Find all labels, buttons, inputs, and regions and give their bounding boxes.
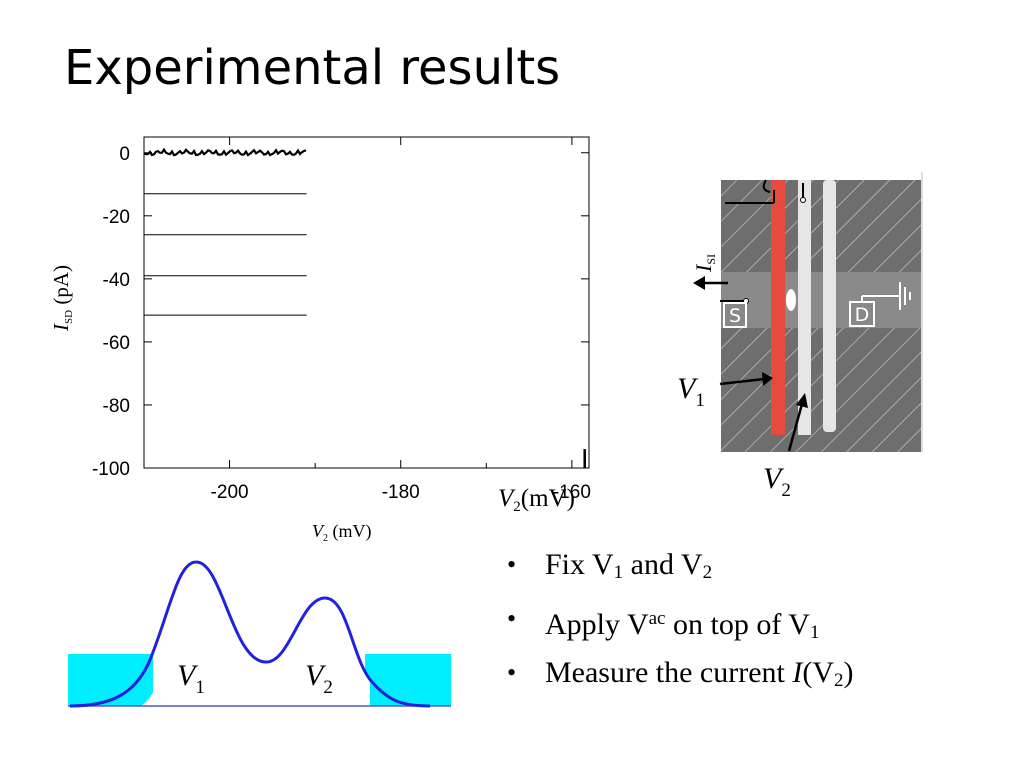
y-axis-label: ISD (pA) xyxy=(49,265,75,332)
y-tick-label: -60 xyxy=(103,333,130,354)
electron-fill-left xyxy=(68,654,153,706)
bullet-list: Fix V1 and V2 Apply Vac on top of V1 Mea… xyxy=(505,538,854,700)
y-tick-label: -40 xyxy=(103,270,130,291)
source-label: S xyxy=(729,305,741,327)
x-tick-label: -160 xyxy=(553,482,591,503)
drain-contact xyxy=(849,301,875,327)
x-tick-label: -180 xyxy=(382,482,420,503)
quantum-dot xyxy=(786,289,796,311)
potential-white-mask xyxy=(140,561,370,706)
gate-3-electrode xyxy=(823,180,836,432)
potential-diagram: V1 V2 xyxy=(68,560,451,708)
barrier-2-label: V2 xyxy=(305,659,333,698)
bullet-fix-voltages: Fix V1 and V2 xyxy=(505,538,854,592)
y-tick-label: -20 xyxy=(103,207,130,228)
current-label: ISI xyxy=(691,254,718,273)
conduction-channel xyxy=(721,272,921,328)
y-tick-label: 0 xyxy=(119,144,130,165)
slide-title: Experimental results xyxy=(64,40,561,96)
device-micrograph: S D ISI V1 V2 xyxy=(677,172,923,501)
current-chart: 0 -20 -40 -60 -80 -100 -200 -180 -160 ISD (pA) V… xyxy=(49,136,591,544)
potential-curve xyxy=(69,560,431,708)
bullet-measure-current: Measure the current I(V2) xyxy=(505,646,854,700)
drain-label: D xyxy=(855,304,870,326)
plot-frame xyxy=(143,136,590,469)
barrier-1-label: V1 xyxy=(177,659,205,698)
ground-symbol xyxy=(861,282,911,310)
y-tick-label: -80 xyxy=(103,396,130,417)
x-tick-label: -200 xyxy=(211,482,249,503)
y-tick-label: -100 xyxy=(92,459,130,480)
electron-fill-right xyxy=(365,654,451,706)
gate-2-label: V2 xyxy=(763,462,791,501)
chart-ticks: 0 -20 -40 -60 -80 -100 -200 -180 -160 xyxy=(92,137,591,503)
source-contact xyxy=(723,302,747,328)
x-axis-label: V2 (mV) xyxy=(312,521,372,544)
gate-1-electrode xyxy=(771,180,785,435)
gate-2-electrode xyxy=(798,180,811,435)
series-line-noise xyxy=(143,147,307,157)
gate-1-label: V1 xyxy=(677,372,705,411)
chart-series xyxy=(143,147,586,468)
bullet-apply-ac: Apply Vac on top of V1 xyxy=(505,592,854,646)
x-axis-overlay-label: V2(mV) xyxy=(498,485,575,515)
